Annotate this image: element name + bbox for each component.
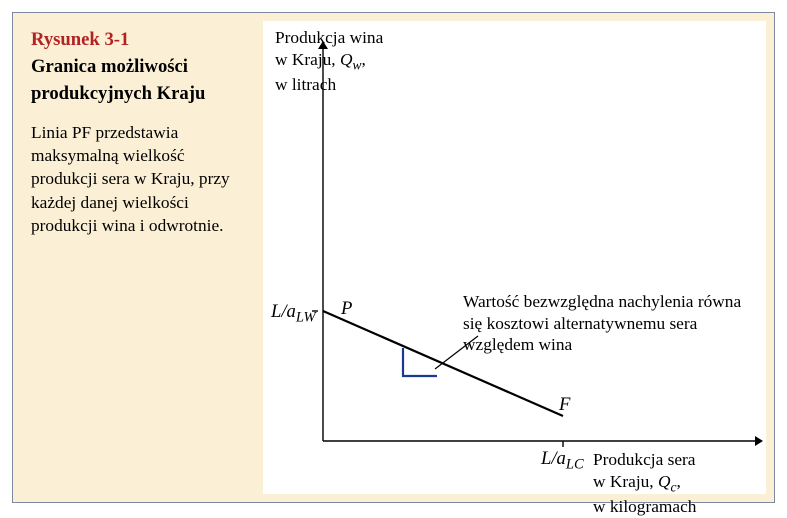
slope-annotation-line3: względem wina — [463, 334, 741, 356]
x-intercept-sub: LC — [566, 457, 584, 473]
x-axis-label-prefix: w Kraju, — [593, 472, 658, 491]
x-intercept-base: L/a — [541, 448, 566, 469]
point-f-label: F — [559, 394, 570, 416]
figure-title-line2: produkcyjnych Kraju — [31, 81, 249, 106]
x-axis — [323, 436, 763, 446]
x-axis-label-suffix: , — [676, 472, 680, 491]
y-axis-label-line2: w Kraju, Qw, — [275, 49, 383, 74]
y-intercept-base: L/a — [271, 301, 296, 322]
y-axis-label-symbol: Q — [340, 50, 353, 69]
chart-area: Produkcja wina w Kraju, Qw, w litrach Pr… — [263, 21, 766, 494]
y-intercept-label: L/aLW — [271, 301, 316, 327]
x-axis-label-symbol: Q — [658, 472, 671, 491]
y-axis-label-suffix: , — [362, 50, 366, 69]
x-intercept-label: L/aLC — [541, 448, 584, 474]
y-axis-label-line1: Produkcja wina — [275, 27, 383, 49]
y-axis — [318, 41, 328, 441]
figure-title-line1: Granica możliwości — [31, 54, 249, 79]
y-axis-label-line3: w litrach — [275, 74, 383, 96]
x-axis-label: Produkcja sera w Kraju, Qc, w kilogramac… — [593, 449, 696, 518]
slope-annotation-line1: Wartość bezwzględna nachylenia równa — [463, 291, 741, 313]
sidebar: Rysunek 3-1 Granica możliwości produkcyj… — [13, 13, 263, 502]
slope-annotation: Wartość bezwzględna nachylenia równa się… — [463, 291, 741, 356]
x-axis-label-line3: w kilogramach — [593, 496, 696, 518]
figure-panel: Rysunek 3-1 Granica możliwości produkcyj… — [12, 12, 775, 503]
y-axis-label-subscript: w — [352, 57, 361, 72]
point-p-label: P — [341, 298, 352, 320]
y-axis-label-prefix: w Kraju, — [275, 50, 340, 69]
figure-label: Rysunek 3-1 — [31, 27, 249, 52]
slope-annotation-line2: się kosztowi alternatywnemu sera — [463, 313, 741, 335]
y-axis-label: Produkcja wina w Kraju, Qw, w litrach — [275, 27, 383, 96]
slope-marker-icon — [403, 348, 437, 376]
figure-description: Linia PF przedstawia maksymalną wielkość… — [31, 121, 249, 238]
x-axis-label-line2: w Kraju, Qc, — [593, 471, 696, 496]
y-intercept-sub: LW — [296, 310, 316, 326]
x-axis-label-line1: Produkcja sera — [593, 449, 696, 471]
